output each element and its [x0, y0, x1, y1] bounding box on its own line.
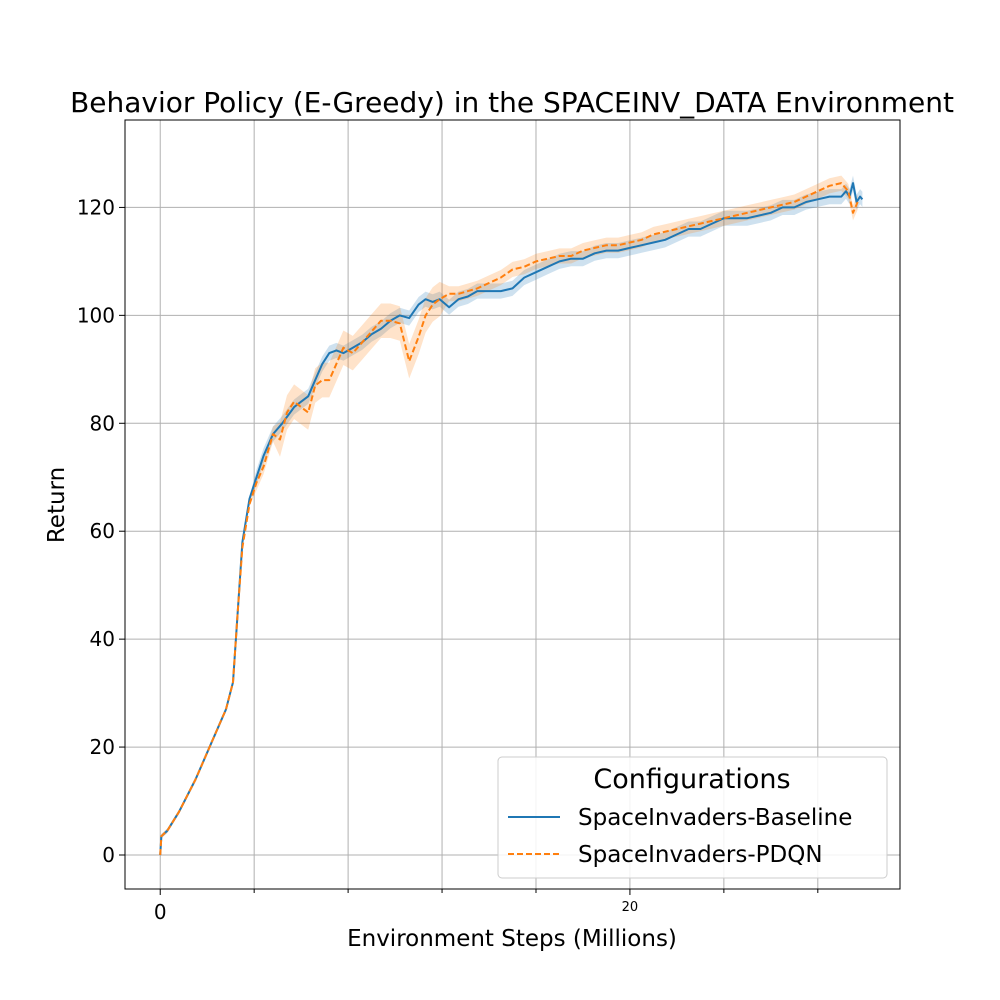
- legend: Configurations SpaceInvaders-Baseline Sp…: [497, 756, 888, 879]
- series-line-baseline: [159, 182, 864, 856]
- legend-box: [497, 756, 888, 879]
- grid-lines: [125, 120, 900, 889]
- confidence-bands: [160, 175, 863, 858]
- y-tick-label: 120: [77, 195, 115, 219]
- x-tick-label: 0: [154, 900, 167, 924]
- y-tick-label: 40: [90, 627, 115, 651]
- legend-title: Configurations: [593, 764, 790, 795]
- plot-area-frame: [124, 119, 901, 890]
- y-tick-label: 80: [90, 411, 115, 435]
- y-axis-label: Return: [44, 467, 70, 543]
- y-tick-label: 20: [90, 735, 115, 759]
- legend-label-pdqn: SpaceInvaders-PDQN: [578, 842, 823, 868]
- y-tick-label: 0: [102, 843, 115, 867]
- axis-ticks: 0 20 40 60 80 100 120 0 20: [77, 195, 819, 924]
- confidence-band-baseline: [160, 175, 863, 858]
- chart-title: Behavior Policy (E-Greedy) in the SPACEI…: [70, 86, 954, 119]
- series-line-pdqn: [159, 182, 859, 856]
- y-tick-label: 60: [90, 519, 115, 543]
- y-tick-label: 100: [77, 303, 115, 327]
- x-tick-label: 20: [622, 900, 639, 915]
- x-axis-label: Environment Steps (Millions): [347, 926, 677, 952]
- series-lines: [159, 182, 864, 856]
- legend-label-baseline: SpaceInvaders-Baseline: [578, 805, 852, 831]
